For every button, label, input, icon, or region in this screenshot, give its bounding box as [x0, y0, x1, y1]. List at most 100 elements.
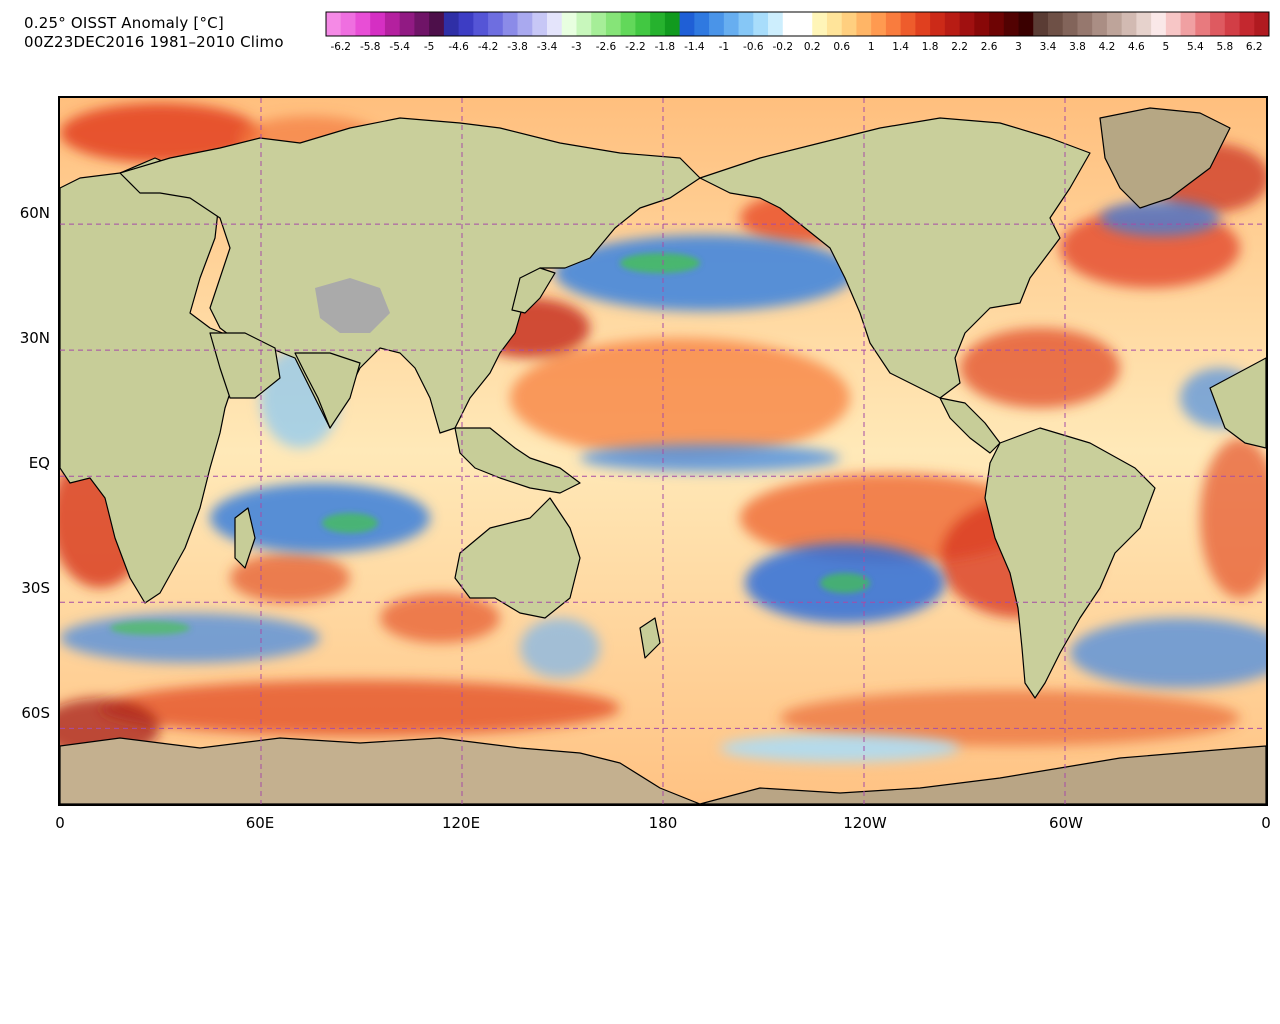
lon-label-60w: 60W	[1049, 814, 1083, 832]
colorbar-swatch	[429, 12, 445, 36]
land-west-africa-bulge	[1209, 357, 1266, 449]
colorbar-tick-label: 2.6	[981, 41, 998, 53]
colorbar-swatch	[340, 12, 356, 36]
lat-label-60n: 60N	[19, 204, 50, 222]
colorbar-swatch	[885, 12, 902, 36]
colorbar-swatch	[1047, 12, 1064, 36]
lon-label-0-east: 0	[1261, 814, 1271, 832]
warm-anomaly-gulf-of-mexico	[960, 328, 1120, 408]
colorbar-tick-label: 4.2	[1099, 41, 1116, 53]
lat-label-30s: 30S	[21, 579, 50, 597]
colorbar-swatch	[399, 12, 415, 36]
colorbar-tick-label: 1.4	[892, 41, 909, 53]
colorbar-tick-label: -4.2	[478, 41, 499, 53]
land-greenland	[1099, 107, 1231, 209]
colorbar-swatch	[768, 12, 784, 36]
colorbar-swatch	[664, 12, 681, 36]
colorbar-swatch	[370, 12, 386, 36]
land-central-america	[939, 397, 1001, 454]
strong-cool-cores	[110, 253, 870, 635]
colorbar-swatch	[488, 12, 504, 36]
colorbar-swatch	[443, 12, 460, 36]
colorbar-swatch	[738, 12, 754, 36]
land-southeast-asia-islands	[454, 427, 581, 494]
land-australia	[454, 497, 581, 619]
cool-anomaly-south-atlantic-band	[60, 613, 320, 663]
land-antarctica	[60, 737, 701, 804]
lon-label-60e: 60E	[245, 814, 275, 832]
colorbar-tick-label: -1.4	[684, 41, 705, 53]
lon-label-180: 180	[648, 814, 678, 832]
colorbar-tick-label: -5.8	[360, 41, 381, 53]
colorbar-swatch	[547, 12, 563, 36]
colorbar-tick-label: -5.4	[389, 41, 410, 53]
cold-core-north-pacific	[620, 253, 700, 273]
warm-anomaly-regions	[60, 103, 1266, 758]
colorbar-swatch	[1033, 12, 1049, 36]
colorbar-swatch	[591, 12, 607, 36]
colorbar-swatch	[532, 12, 548, 36]
colorbar-swatch	[679, 12, 695, 36]
colorbar-swatch	[709, 12, 725, 36]
warm-anomaly-north-pacific-subtropics	[510, 338, 850, 458]
colorbar-tick-label: 1	[868, 41, 875, 53]
warm-anomaly-southern-ocean-pacific	[780, 690, 1240, 746]
map-title-block: 0.25° OISST Anomaly [°C] 00Z23DEC2016 19…	[24, 14, 284, 52]
colorbar-swatch	[561, 12, 577, 36]
colorbar-swatch	[1151, 12, 1167, 36]
colorbar-swatch	[355, 12, 371, 36]
colorbar-tick-label: -0.2	[773, 41, 794, 53]
sst-anomaly-map	[58, 96, 1268, 806]
lat-label-equator: EQ	[28, 454, 50, 472]
land-eurasia	[119, 117, 701, 434]
colorbar-swatch	[871, 12, 887, 36]
colorbar-tick-label: 1.8	[922, 41, 939, 53]
colorbar-swatch	[944, 12, 960, 36]
colorbar-tick-label: -6.2	[330, 41, 351, 53]
cool-anomaly-tasman	[520, 618, 600, 678]
cool-anomaly-south-atlantic-west	[1070, 618, 1266, 688]
colorbar-tick-label: 5.4	[1187, 41, 1204, 53]
colorbar-tick-label: 5	[1163, 41, 1170, 53]
colorbar-tick-label: 3.8	[1069, 41, 1086, 53]
colorbar-swatch	[959, 12, 975, 36]
colorbar-tick-label: -2.2	[625, 41, 646, 53]
land-new-zealand	[639, 617, 661, 659]
colorbar-swatch	[326, 12, 342, 36]
cool-anomaly-south-indian-central	[210, 483, 430, 553]
colorbar-swatch	[1254, 12, 1270, 36]
colorbar-tick-label: 3	[1015, 41, 1022, 53]
cool-anomaly-equatorial-pacific	[580, 444, 840, 472]
lat-label-60s: 60S	[21, 704, 50, 722]
land-arabia	[209, 332, 281, 399]
colorbar-swatch	[1106, 12, 1123, 36]
land-india	[294, 352, 361, 429]
land-madagascar	[234, 507, 256, 569]
colorbar-swatch	[930, 12, 946, 36]
colorbar-tick-label: -5	[424, 41, 434, 53]
colorbar-swatch	[989, 12, 1005, 36]
colorbar-swatch	[1092, 12, 1108, 36]
cool-anomaly-ross-sea	[720, 734, 960, 762]
land-tibet-plateau	[315, 278, 390, 333]
colorbar-swatch	[605, 12, 622, 36]
colorbar-tick-label: -4.6	[448, 41, 469, 53]
colorbar-swatch	[517, 12, 533, 36]
colorbar-tick-label: -3.8	[507, 41, 528, 53]
graticule	[60, 98, 1266, 804]
colorbar-swatch	[458, 12, 474, 36]
cool-anomaly-north-pacific	[555, 235, 855, 311]
land-masses	[60, 107, 1266, 804]
lon-label-120e: 120E	[441, 814, 481, 832]
warm-anomaly-gulf-of-guinea	[1200, 438, 1266, 598]
colorbar-swatch	[1018, 12, 1034, 36]
colorbar-tick-label: 3.4	[1040, 41, 1057, 53]
colorbar-tick-label: 6.2	[1246, 41, 1263, 53]
land-japan	[511, 267, 556, 314]
colorbar-swatch	[635, 12, 651, 36]
colorbar-tick-label: -1	[719, 41, 729, 53]
colorbar-swatch	[723, 12, 739, 36]
colorbar-swatch	[812, 12, 828, 36]
colorbar-swatch	[414, 12, 430, 36]
colorbar-swatch	[576, 12, 592, 36]
